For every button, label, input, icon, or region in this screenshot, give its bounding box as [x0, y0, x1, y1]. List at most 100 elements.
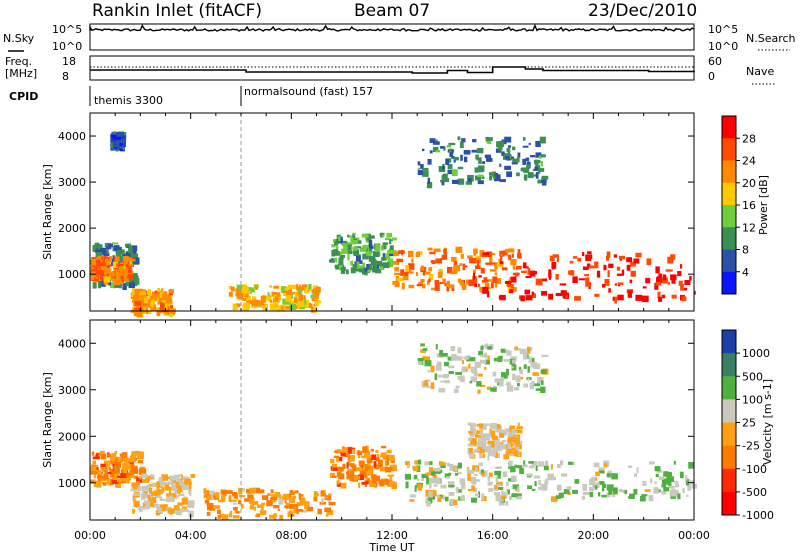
velocity-cell	[107, 477, 110, 481]
velocity-cell	[444, 496, 449, 502]
nsky-tick-high: 10^5	[52, 23, 82, 36]
power-cell	[104, 242, 112, 247]
power-cell	[385, 237, 391, 241]
power-cell	[101, 277, 105, 281]
velocity-cell	[288, 493, 292, 500]
velocity-cell	[228, 495, 232, 502]
power-cell	[113, 142, 116, 146]
power-cell	[446, 286, 450, 292]
velocity-cell	[624, 490, 628, 494]
power-cell	[115, 256, 118, 262]
velocity-cell	[489, 447, 492, 451]
velocity-cell	[496, 453, 500, 459]
velocity-cell	[430, 365, 435, 373]
velocity-cell	[440, 380, 446, 383]
velocity-cell	[636, 467, 639, 474]
velocity-cell	[217, 515, 221, 519]
power-cell	[96, 260, 99, 266]
power-cell	[596, 270, 601, 278]
velocity-cell	[132, 451, 136, 458]
power-cell	[525, 295, 533, 301]
power-cell	[442, 278, 446, 284]
velocity-cell	[490, 445, 495, 448]
power-cell	[105, 270, 111, 274]
velocity-cell	[266, 500, 273, 507]
velocity-colorbar-tick-label: -500	[742, 486, 767, 499]
velocity-cell	[510, 466, 516, 473]
velocity-cell	[510, 436, 517, 443]
power-cell	[662, 277, 668, 284]
power-cell	[119, 255, 124, 263]
power-cell	[489, 172, 495, 176]
power-cell	[381, 246, 384, 251]
power-cell	[522, 145, 529, 148]
power-cell	[342, 243, 347, 247]
velocity-cell	[519, 369, 524, 375]
velocity-cell	[203, 488, 207, 494]
velocity-cell	[177, 485, 182, 491]
power-cell	[578, 278, 586, 281]
velocity-cell	[535, 465, 538, 472]
power-cell	[150, 305, 157, 311]
power-cell	[91, 258, 96, 266]
power-cell	[500, 254, 503, 257]
velocity-cell	[375, 457, 380, 462]
velocity-cell	[505, 428, 510, 432]
velocity-cell	[527, 473, 533, 477]
velocity-cell	[449, 463, 454, 471]
power-cell	[156, 307, 160, 312]
velocity-cell	[209, 490, 215, 494]
power-cell	[396, 258, 404, 263]
power-cell	[485, 279, 492, 282]
velocity-cell	[688, 462, 694, 469]
velocity-cell	[424, 380, 428, 384]
power-cell	[354, 263, 358, 270]
power-colorbar-ticks: 28 24 20 16 12 8 4	[736, 132, 756, 279]
power-cell	[111, 140, 118, 145]
velocity-cell	[513, 438, 520, 445]
velocity-ytick-label: 3000	[58, 384, 86, 397]
noise-frame	[89, 23, 695, 51]
velocity-cell	[543, 465, 549, 471]
velocity-cell	[654, 466, 661, 472]
velocity-cell	[661, 484, 667, 488]
power-cell	[453, 156, 459, 161]
power-cell	[569, 260, 574, 264]
power-cell	[270, 295, 276, 298]
velocity-cell	[528, 356, 532, 364]
velocity-ytick-label: 1000	[58, 477, 86, 490]
power-cell	[246, 296, 251, 303]
power-cell	[594, 293, 600, 297]
power-cell	[128, 263, 132, 267]
velocity-cell	[503, 454, 510, 460]
velocity-cell	[663, 487, 670, 492]
power-cell	[477, 165, 485, 172]
power-cell	[442, 164, 445, 170]
velocity-cell	[313, 491, 318, 498]
power-cell	[302, 284, 308, 290]
power-cell	[408, 263, 415, 270]
power-cell	[459, 263, 463, 266]
power-cell	[152, 292, 155, 295]
power-cell	[293, 297, 298, 304]
power-cell	[453, 261, 458, 266]
velocity-cell	[629, 493, 635, 499]
power-cell	[443, 178, 450, 183]
velocity-cell	[151, 482, 158, 487]
velocity-cell	[257, 504, 262, 508]
velocity-cell	[389, 476, 392, 482]
power-cell	[630, 261, 636, 267]
power-cell	[426, 182, 433, 189]
power-cell	[339, 254, 346, 258]
power-cell	[139, 294, 146, 298]
power-cell	[335, 239, 339, 245]
velocity-cell	[221, 514, 229, 521]
power-cell	[602, 284, 606, 288]
power-colorbar-swatch	[722, 249, 736, 273]
velocity-cell	[414, 485, 417, 492]
velocity-cell	[128, 474, 135, 479]
velocity-cell	[421, 475, 424, 481]
power-cell	[370, 259, 377, 266]
power-cell	[345, 242, 352, 247]
velocity-cell	[531, 461, 538, 466]
